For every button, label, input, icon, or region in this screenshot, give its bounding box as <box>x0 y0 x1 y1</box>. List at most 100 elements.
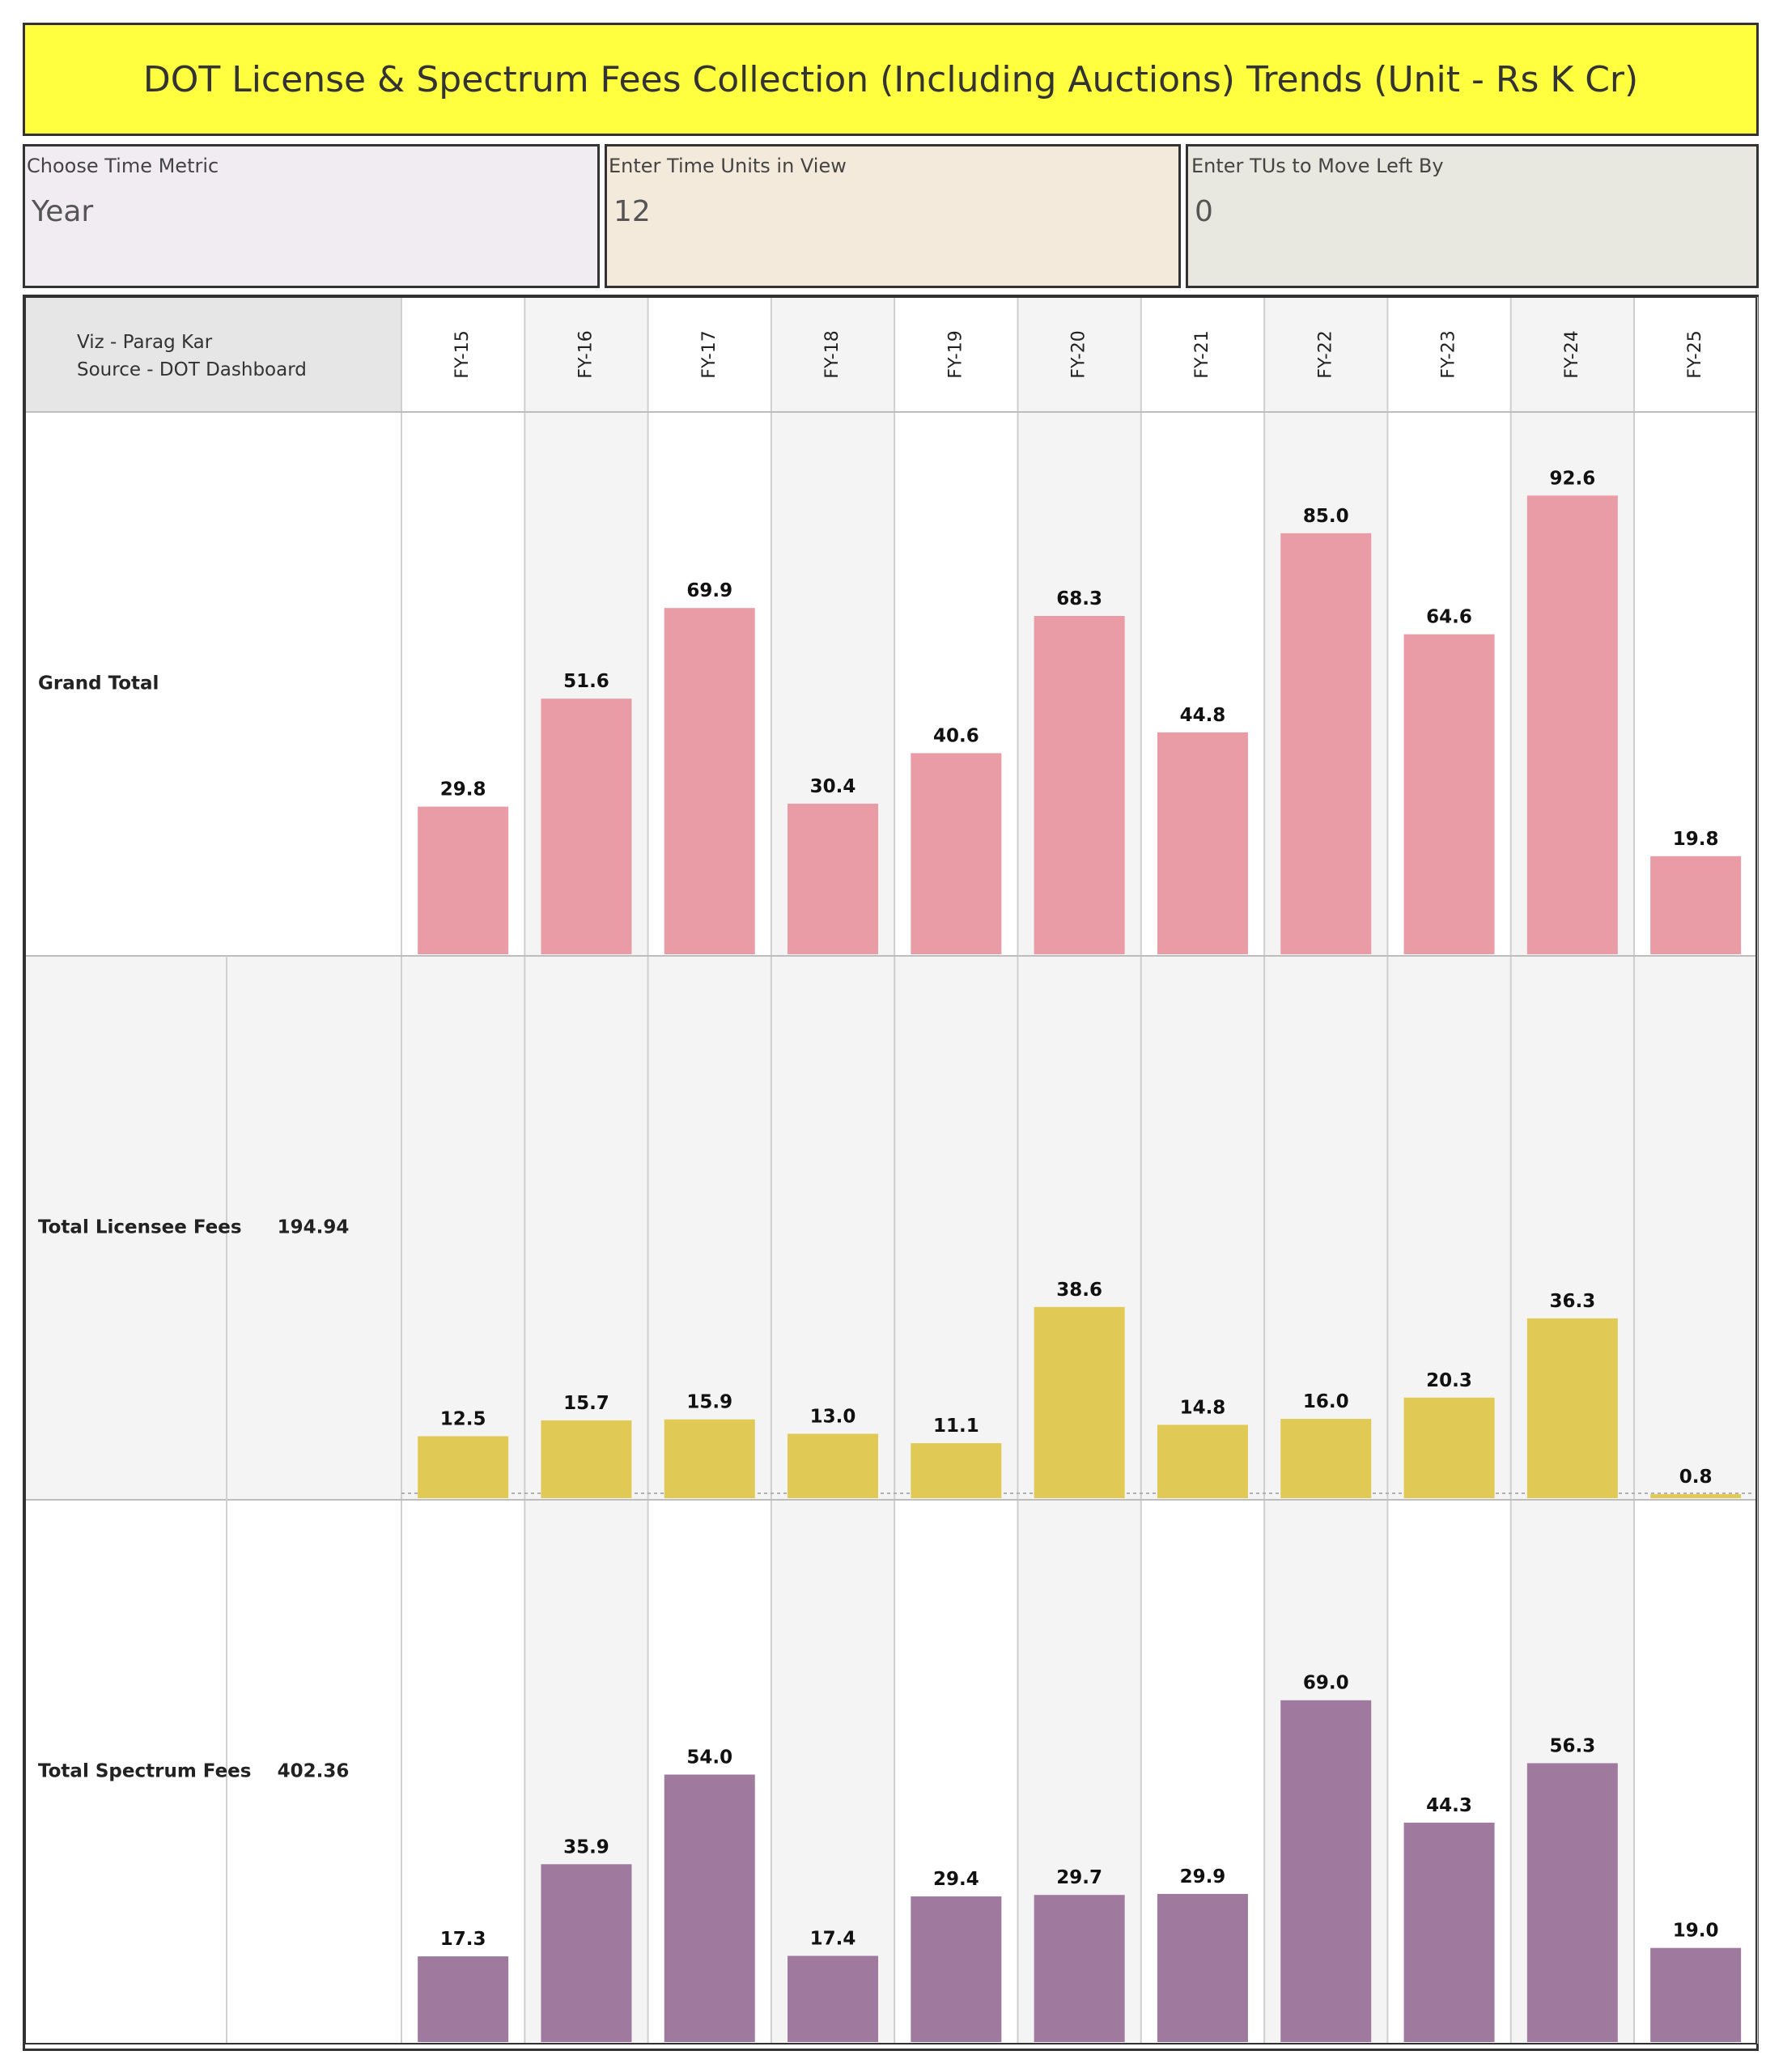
bar-total-licensee-fees-fy-17[interactable] <box>664 1419 755 1498</box>
bar-grand-total-fy-17[interactable] <box>664 608 755 954</box>
plot-cell <box>1140 956 1265 1500</box>
bar-total-licensee-fees-fy-25[interactable] <box>1650 1494 1742 1498</box>
data-label-grand-total-fy-22: 85.0 <box>1303 506 1349 527</box>
bar-total-licensee-fees-fy-22[interactable] <box>1280 1419 1372 1498</box>
chart-border <box>24 296 1757 2044</box>
plot-cell <box>524 956 648 1500</box>
bar-grand-total-fy-22[interactable] <box>1280 533 1372 954</box>
header-cell <box>1017 297 1141 412</box>
row-header-cell <box>25 1500 401 2044</box>
bar-total-licensee-fees-fy-20[interactable] <box>1034 1306 1125 1498</box>
time-metric-label: Choose Time Metric <box>27 155 219 177</box>
data-label-total-licensee-fees-fy-25: 0.8 <box>1679 1467 1713 1488</box>
data-label-grand-total-fy-25: 19.8 <box>1673 829 1719 850</box>
data-label-total-licensee-fees-fy-18: 13.0 <box>810 1406 856 1427</box>
move-left-parameter[interactable]: Enter TUs to Move Left By 0 <box>1186 144 1759 288</box>
plot-cell <box>401 1500 525 2044</box>
dashboard-title: DOT License & Spectrum Fees Collection (… <box>23 23 1759 136</box>
bar-total-licensee-fees-fy-23[interactable] <box>1403 1397 1495 1498</box>
series-label-total-licensee-fees: Total Licensee Fees <box>38 1217 242 1238</box>
category-label-fy-23: FY-23 <box>1439 330 1459 378</box>
credits-cell <box>25 297 401 412</box>
data-label-total-licensee-fees-fy-20: 38.6 <box>1056 1280 1102 1301</box>
header-cell <box>1634 297 1758 412</box>
bar-total-spectrum-fees-fy-18[interactable] <box>787 1955 879 2042</box>
bar-total-licensee-fees-fy-24[interactable] <box>1526 1318 1618 1498</box>
bar-grand-total-fy-18[interactable] <box>787 803 879 954</box>
bar-total-spectrum-fees-fy-24[interactable] <box>1526 1763 1618 2042</box>
bar-grand-total-fy-25[interactable] <box>1650 856 1742 954</box>
category-label-fy-19: FY-19 <box>945 330 966 378</box>
header-cell <box>647 297 771 412</box>
series-total-total-spectrum-fees: 402.36 <box>278 1761 350 1782</box>
bar-grand-total-fy-19[interactable] <box>911 753 1002 954</box>
series-label-grand-total: Grand Total <box>38 673 159 694</box>
bar-grand-total-fy-24[interactable] <box>1526 495 1618 954</box>
data-label-total-spectrum-fees-fy-19: 29.4 <box>933 1869 979 1890</box>
time-units-value[interactable]: 12 <box>613 195 651 228</box>
bar-total-spectrum-fees-fy-25[interactable] <box>1650 1947 1742 2042</box>
data-label-total-spectrum-fees-fy-15: 17.3 <box>440 1929 486 1950</box>
bar-total-spectrum-fees-fy-16[interactable] <box>541 1864 632 2042</box>
bar-total-spectrum-fees-fy-21[interactable] <box>1157 1894 1248 2042</box>
bar-grand-total-fy-15[interactable] <box>418 806 509 954</box>
data-label-grand-total-fy-17: 69.9 <box>686 580 732 601</box>
plot-cell <box>1634 956 1758 1500</box>
credits-author: Viz - Parag Kar <box>77 332 213 353</box>
data-label-grand-total-fy-15: 29.8 <box>440 779 486 800</box>
header-cell <box>401 297 525 412</box>
time-metric-value[interactable]: Year <box>32 195 94 228</box>
bar-total-licensee-fees-fy-16[interactable] <box>541 1420 632 1498</box>
category-label-fy-15: FY-15 <box>452 330 473 378</box>
data-label-total-licensee-fees-fy-21: 14.8 <box>1180 1397 1226 1418</box>
data-label-total-spectrum-fees-fy-16: 35.9 <box>563 1836 609 1858</box>
bar-total-spectrum-fees-fy-19[interactable] <box>911 1896 1002 2042</box>
header-cell <box>771 297 895 412</box>
row-header-cell <box>25 956 401 1500</box>
data-label-grand-total-fy-20: 68.3 <box>1056 588 1102 609</box>
category-label-fy-18: FY-18 <box>822 330 843 378</box>
series-total-total-licensee-fees: 194.94 <box>278 1217 350 1238</box>
data-label-total-spectrum-fees-fy-17: 54.0 <box>686 1747 732 1768</box>
time-units-parameter[interactable]: Enter Time Units in View 12 <box>605 144 1181 288</box>
category-label-fy-20: FY-20 <box>1069 330 1089 378</box>
bar-grand-total-fy-20[interactable] <box>1034 616 1125 954</box>
data-label-total-spectrum-fees-fy-21: 29.9 <box>1180 1866 1226 1887</box>
plot-cell <box>771 1500 895 2044</box>
bar-total-licensee-fees-fy-19[interactable] <box>911 1443 1002 1498</box>
header-cell <box>524 297 648 412</box>
header-cell <box>1264 297 1388 412</box>
plot-cell <box>771 956 895 1500</box>
bar-total-spectrum-fees-fy-17[interactable] <box>664 1774 755 2042</box>
bar-grand-total-fy-16[interactable] <box>541 698 632 954</box>
category-label-fy-24: FY-24 <box>1562 330 1582 378</box>
bar-total-licensee-fees-fy-15[interactable] <box>418 1436 509 1499</box>
time-units-label: Enter Time Units in View <box>609 155 847 177</box>
data-label-total-licensee-fees-fy-22: 16.0 <box>1303 1391 1349 1412</box>
bar-total-spectrum-fees-fy-22[interactable] <box>1280 1700 1372 2042</box>
move-left-value[interactable]: 0 <box>1195 195 1213 228</box>
data-label-grand-total-fy-24: 92.6 <box>1549 468 1595 489</box>
bar-total-spectrum-fees-fy-15[interactable] <box>418 1956 509 2042</box>
header-cell <box>1387 297 1511 412</box>
data-label-grand-total-fy-16: 51.6 <box>563 671 609 692</box>
bar-grand-total-fy-21[interactable] <box>1157 732 1248 954</box>
bar-total-spectrum-fees-fy-20[interactable] <box>1034 1895 1125 2042</box>
category-label-fy-21: FY-21 <box>1192 330 1212 378</box>
data-label-total-spectrum-fees-fy-24: 56.3 <box>1549 1735 1595 1756</box>
data-label-total-licensee-fees-fy-19: 11.1 <box>933 1416 979 1437</box>
category-label-fy-17: FY-17 <box>699 330 720 378</box>
data-label-total-spectrum-fees-fy-25: 19.0 <box>1673 1921 1719 1942</box>
row-header-cell <box>25 412 401 956</box>
series-label-total-spectrum-fees: Total Spectrum Fees <box>38 1761 251 1782</box>
bar-total-spectrum-fees-fy-23[interactable] <box>1403 1822 1495 2042</box>
header-cell <box>1510 297 1634 412</box>
time-metric-parameter[interactable]: Choose Time Metric Year <box>23 144 600 288</box>
category-label-fy-16: FY-16 <box>575 330 596 378</box>
credits-source: Source - DOT Dashboard <box>77 359 307 380</box>
bar-total-licensee-fees-fy-18[interactable] <box>787 1433 879 1498</box>
bar-total-licensee-fees-fy-21[interactable] <box>1157 1424 1248 1498</box>
bar-grand-total-fy-23[interactable] <box>1403 634 1495 954</box>
plot-cell <box>1264 956 1388 1500</box>
plot-cell <box>647 956 771 1500</box>
